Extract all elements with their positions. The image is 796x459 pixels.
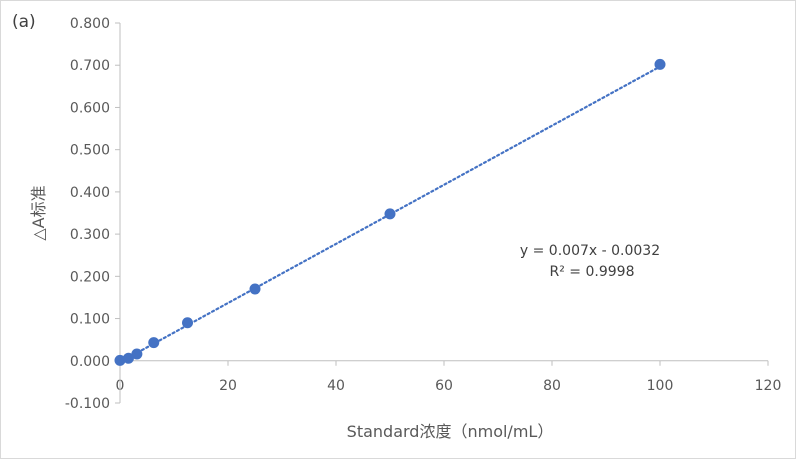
data-point <box>384 208 396 220</box>
y-tick-label: 0.800 <box>70 16 110 32</box>
y-tick-label: 0.200 <box>70 269 110 285</box>
y-tick-label: -0.100 <box>65 396 110 412</box>
data-point <box>182 317 193 329</box>
x-tick-label: 60 <box>435 378 453 394</box>
y-tick-label: 0.400 <box>70 185 110 201</box>
data-point <box>114 354 126 366</box>
y-tick-label: 0.700 <box>70 58 110 74</box>
y-axis-title: △A标准 <box>29 185 48 240</box>
x-tick-label: 80 <box>543 378 561 394</box>
data-point <box>654 58 666 70</box>
x-tick-label: 120 <box>755 378 782 394</box>
x-axis-ticks: 0 20 40 60 80 100 120 <box>116 360 782 394</box>
data-point <box>148 337 160 349</box>
y-tick-label: 0.300 <box>70 227 110 243</box>
y-axis-ticks: -0.100 0.000 0.100 0.200 0.300 0.400 0.500 0.60… <box>65 16 120 412</box>
x-axis-title: Standard浓度（nmol/mL） <box>347 422 554 441</box>
trendline-r-squared: R² = 0.9998 <box>550 264 635 280</box>
y-tick-label: 0.600 <box>70 100 110 116</box>
x-tick-label: 100 <box>647 378 674 394</box>
y-tick-label: 0.500 <box>70 143 110 159</box>
y-tick-label: 0.000 <box>70 354 110 370</box>
trendline-equation: y = 0.007x - 0.0032 <box>520 243 660 259</box>
data-points <box>114 58 666 366</box>
data-point <box>122 352 134 364</box>
y-tick-label: 0.100 <box>70 312 110 328</box>
data-point <box>131 348 143 360</box>
panel-label: (a) <box>12 12 36 32</box>
x-tick-label: 40 <box>327 378 345 394</box>
data-point <box>249 283 261 295</box>
x-tick-label: 20 <box>219 378 237 394</box>
